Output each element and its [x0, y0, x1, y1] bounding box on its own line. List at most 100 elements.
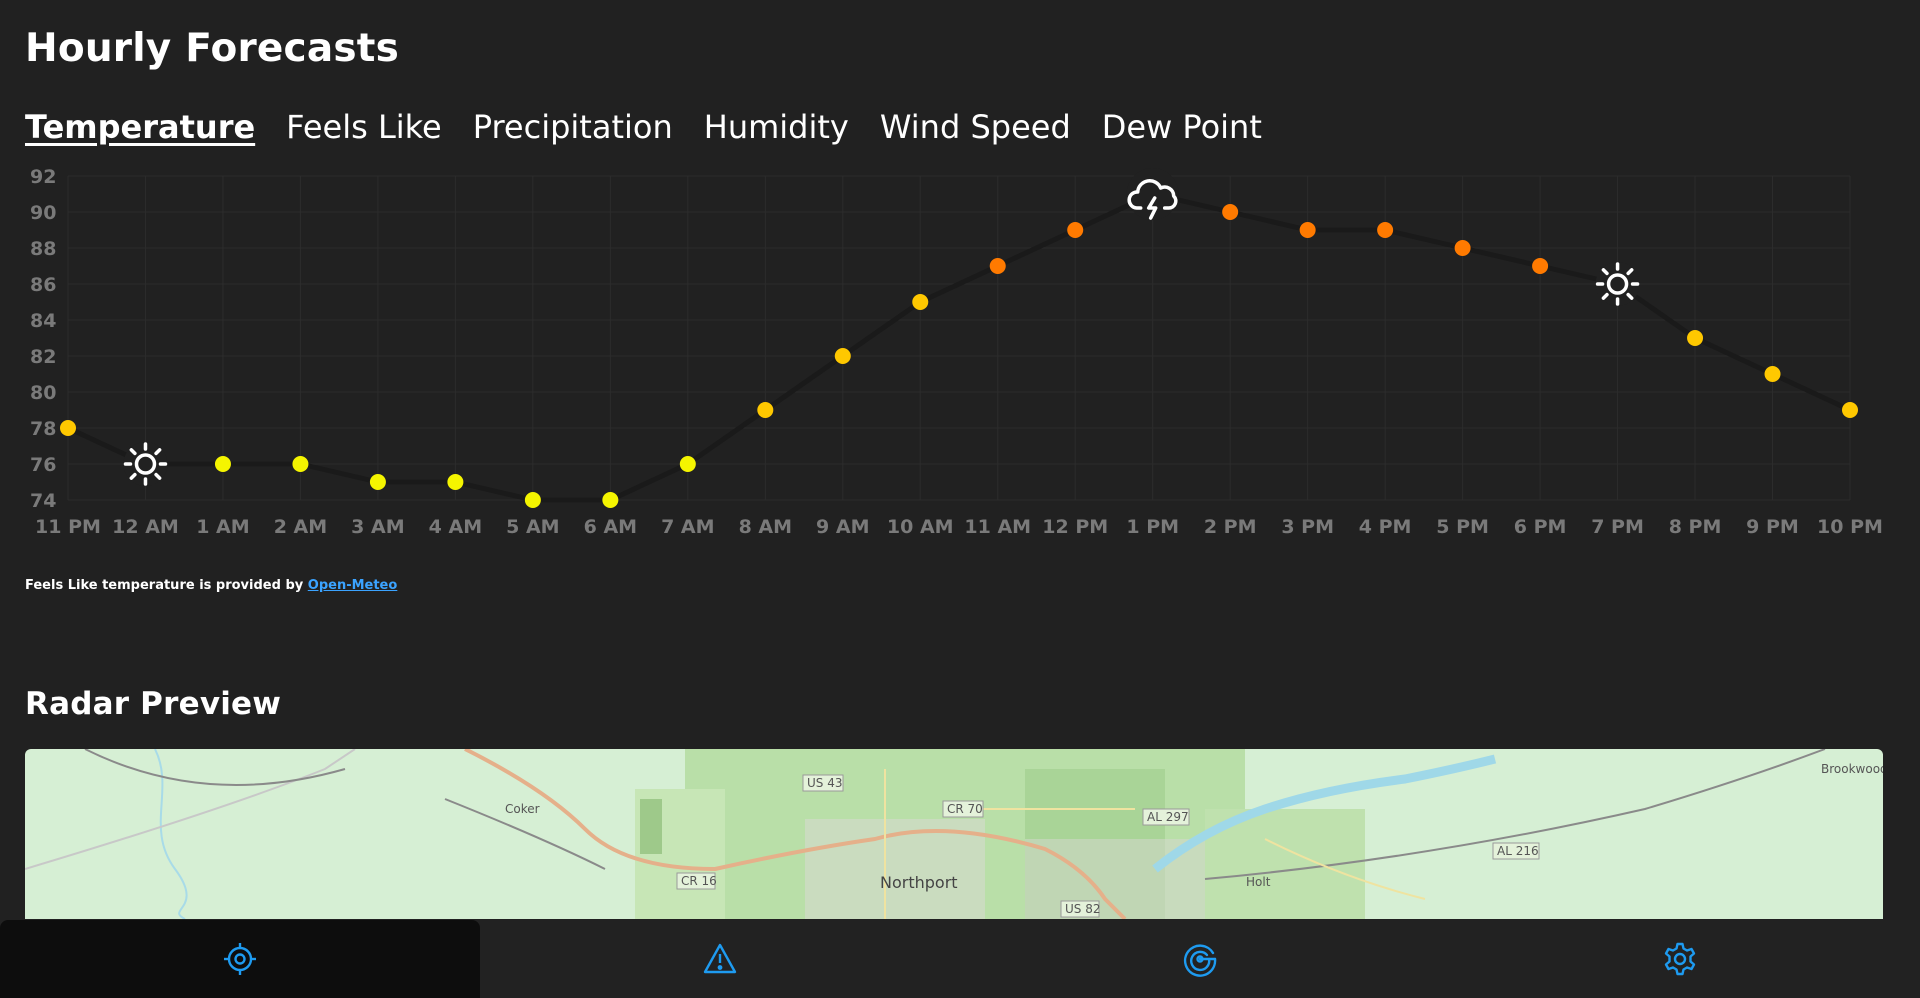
temperature-point[interactable] [834, 348, 851, 364]
x-tick-label: 5 PM [1436, 516, 1489, 538]
x-tick-label: 1 AM [196, 516, 249, 538]
map-label-cr70: CR 70 [947, 802, 983, 816]
location-target-icon [224, 943, 256, 975]
temperature-point[interactable] [1222, 204, 1239, 220]
radar-icon [1183, 944, 1217, 977]
temperature-point[interactable] [912, 294, 929, 310]
x-tick-label: 1 PM [1126, 516, 1179, 538]
temperature-point[interactable] [1842, 402, 1858, 418]
map-label-us43: US 43 [807, 776, 842, 790]
temperature-line [66, 191, 1852, 503]
map-label-holt: Holt [1246, 875, 1271, 889]
temperature-point[interactable] [1067, 222, 1084, 238]
rail-line [84, 749, 1826, 880]
x-tick-label: 2 AM [274, 516, 327, 538]
temperature-point[interactable] [1454, 240, 1471, 256]
nav-radar-button[interactable] [960, 920, 1440, 998]
map-label-us82: US 82 [1065, 902, 1100, 916]
river [1152, 754, 1497, 873]
temperature-point[interactable] [757, 402, 774, 418]
thunderstorm-icon [1126, 168, 1179, 220]
temperature-point[interactable] [989, 258, 1006, 274]
highway-road [464, 749, 1127, 919]
map-labels: Coker US 43 CR 70 AL 297 AL 216 CR 16 US… [505, 762, 1883, 918]
tab-humidity[interactable]: Humidity [703, 108, 849, 146]
x-tick-label: 4 AM [429, 516, 482, 538]
x-tick-label: 9 AM [816, 516, 869, 538]
x-tick-label: 5 AM [506, 516, 559, 538]
nav-alerts-button[interactable] [480, 920, 960, 998]
forecast-tabs: Temperature Feels Like Precipitation Hum… [25, 108, 1262, 146]
y-tick-label: 80 [30, 382, 56, 404]
y-tick-label: 84 [30, 310, 56, 332]
tab-temperature[interactable]: Temperature [25, 108, 256, 146]
x-tick-label: 6 PM [1514, 516, 1567, 538]
x-tick-label: 2 PM [1204, 516, 1257, 538]
map-label-northport: Northport [880, 873, 958, 892]
temperature-point[interactable] [214, 456, 231, 472]
temperature-point[interactable] [1687, 330, 1704, 346]
x-tick-label: 11 AM [964, 516, 1031, 538]
radar-preview-title: Radar Preview [25, 686, 282, 722]
nav-settings-button[interactable] [1440, 920, 1920, 998]
y-tick-label: 90 [30, 202, 56, 224]
tab-precipitation[interactable]: Precipitation [472, 108, 673, 146]
x-tick-label: 8 PM [1669, 516, 1722, 538]
x-tick-label: 8 AM [739, 516, 792, 538]
map-label-brookwood: Brookwood [1821, 762, 1883, 776]
x-tick-label: 4 PM [1359, 516, 1412, 538]
x-tick-label: 12 AM [112, 516, 179, 538]
radar-map[interactable]: Coker US 43 CR 70 AL 297 AL 216 CR 16 US… [25, 749, 1883, 919]
temperature-point[interactable] [1299, 222, 1316, 238]
tab-dew-point[interactable]: Dew Point [1101, 108, 1262, 146]
x-tick-label: 12 PM [1042, 516, 1108, 538]
map-label-al216: AL 216 [1497, 844, 1539, 858]
sun-icon [123, 442, 168, 486]
y-tick-label: 74 [30, 490, 56, 512]
temperature-point[interactable] [292, 456, 309, 472]
map-label-cr16: CR 16 [681, 874, 717, 888]
y-tick-label: 78 [30, 418, 56, 440]
sun-icon [1595, 262, 1640, 306]
gear-icon [1664, 942, 1696, 976]
temperature-point[interactable] [369, 474, 386, 490]
map-label-coker: Coker [505, 802, 540, 816]
warning-icon [703, 943, 737, 974]
bottom-navigation [0, 920, 1920, 998]
open-meteo-link[interactable]: Open-Meteo [307, 578, 398, 593]
credit-text: Feels Like temperature is provided by [25, 578, 304, 593]
tab-feels-like[interactable]: Feels Like [286, 108, 442, 146]
temperature-point[interactable] [679, 456, 696, 472]
y-tick-label: 76 [30, 454, 56, 476]
x-tick-label: 11 PM [35, 516, 101, 538]
temperature-point[interactable] [524, 492, 541, 508]
map-terrain [635, 749, 1365, 919]
temperature-chart: 92 90 88 86 84 82 80 78 76 74 11 PM 12 AM 1 AM 2 AM 3… [30, 166, 1883, 538]
tab-wind-speed[interactable]: Wind Speed [879, 108, 1071, 146]
map-label-al297: AL 297 [1147, 810, 1189, 824]
x-tick-label: 10 AM [887, 516, 954, 538]
y-tick-label: 88 [30, 238, 56, 260]
temperature-point[interactable] [1377, 222, 1394, 238]
temperature-point[interactable] [60, 420, 76, 436]
feels-like-credit: Feels Like temperature is provided by Op… [25, 578, 397, 593]
hourly-forecasts-title: Hourly Forecasts [25, 26, 400, 71]
nav-location-button[interactable] [0, 920, 480, 998]
y-tick-label: 92 [30, 166, 56, 188]
creek [154, 749, 188, 919]
x-tick-label: 10 PM [1817, 516, 1883, 538]
road [884, 769, 1426, 919]
y-tick-label: 82 [30, 346, 56, 368]
x-tick-label: 3 AM [351, 516, 404, 538]
x-tick-label: 9 PM [1746, 516, 1799, 538]
temperature-point[interactable] [1532, 258, 1549, 274]
x-tick-label: 7 PM [1591, 516, 1644, 538]
temperature-point[interactable] [1764, 366, 1781, 382]
temperature-point[interactable] [602, 492, 619, 508]
y-tick-label: 86 [30, 274, 56, 296]
x-tick-label: 6 AM [584, 516, 637, 538]
temperature-point[interactable] [447, 474, 464, 490]
x-tick-label: 3 PM [1281, 516, 1334, 538]
road [25, 749, 356, 870]
x-tick-label: 7 AM [661, 516, 714, 538]
